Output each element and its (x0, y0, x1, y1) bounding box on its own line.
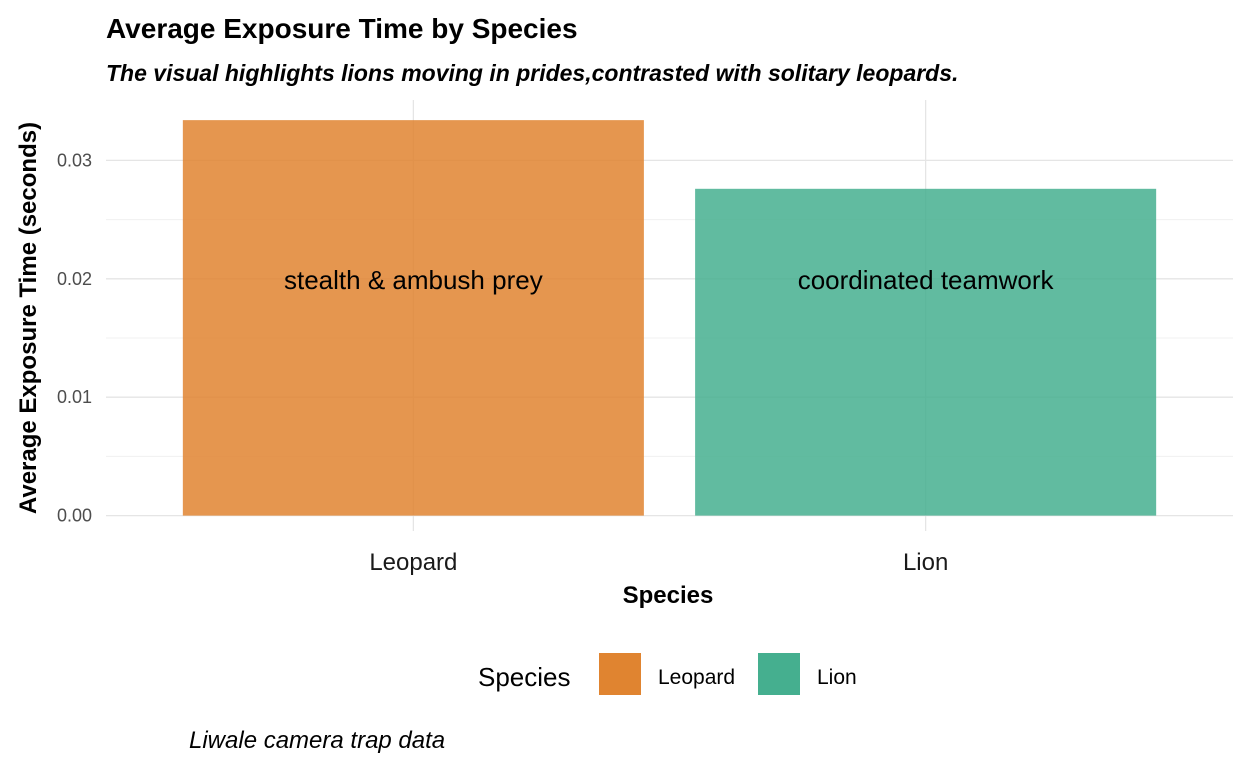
x-tick-label-lion: Lion (903, 549, 948, 576)
y-tick-label: 0.02 (57, 269, 92, 289)
x-tick-label-leopard: Leopard (369, 549, 457, 576)
y-axis-ticks: 0.00 0.01 0.02 0.03 (57, 150, 92, 525)
legend-swatch-leopard (599, 653, 641, 695)
bar-lion (695, 188, 1157, 516)
legend-title: Species (478, 662, 571, 692)
x-axis-ticks: Leopard Lion (369, 549, 948, 576)
y-axis-title: Average Exposure Time (seconds) (15, 122, 42, 514)
legend-label-lion: Lion (817, 666, 857, 689)
bar-label-lion: coordinated teamwork (798, 265, 1055, 295)
y-tick-label: 0.03 (57, 150, 92, 170)
y-tick-label: 0.01 (57, 387, 92, 407)
chart-title: Average Exposure Time by Species (106, 13, 578, 44)
legend-label-leopard: Leopard (658, 666, 735, 689)
chart-subtitle: The visual highlights lions moving in pr… (106, 60, 958, 86)
bar-leopard (182, 120, 644, 516)
legend: Species Leopard Lion (478, 653, 857, 695)
legend-swatch-lion (758, 653, 800, 695)
y-tick-label: 0.00 (57, 506, 92, 526)
bar-label-leopard: stealth & ambush prey (284, 265, 543, 295)
bars: stealth & ambush prey coordinated teamwor… (182, 120, 1157, 516)
chart-caption: Liwale camera trap data (189, 727, 445, 754)
x-axis-title: Species (623, 582, 714, 609)
